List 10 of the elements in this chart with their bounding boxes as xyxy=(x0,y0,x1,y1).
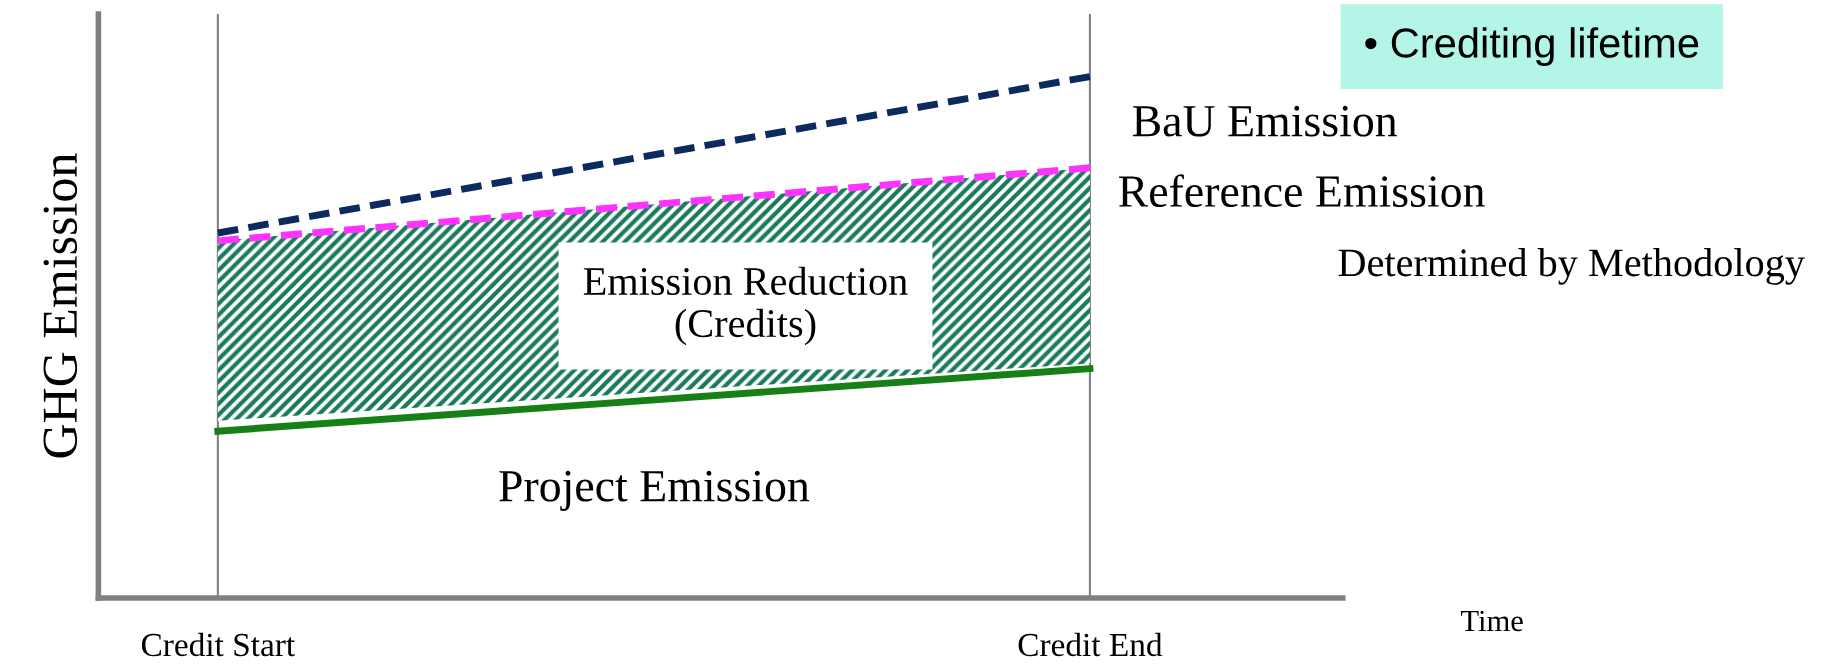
series-label: BaU Emission xyxy=(1132,105,1397,137)
x-axis-title: Time xyxy=(1460,610,1523,632)
text: • Crediting lifetime xyxy=(1365,27,1699,67)
x-tick-label: Credit Start xyxy=(141,632,295,657)
x-tick-label: Credit End xyxy=(1018,632,1163,657)
annotation: Determined by Methodology xyxy=(1338,248,1805,285)
series-label: Reference Emission xyxy=(1119,174,1485,208)
y-axis-title: GHG Emission xyxy=(43,153,78,458)
series-label: Project Emission xyxy=(499,470,810,511)
annotation: Emission Reduction (Credits) xyxy=(583,266,908,346)
